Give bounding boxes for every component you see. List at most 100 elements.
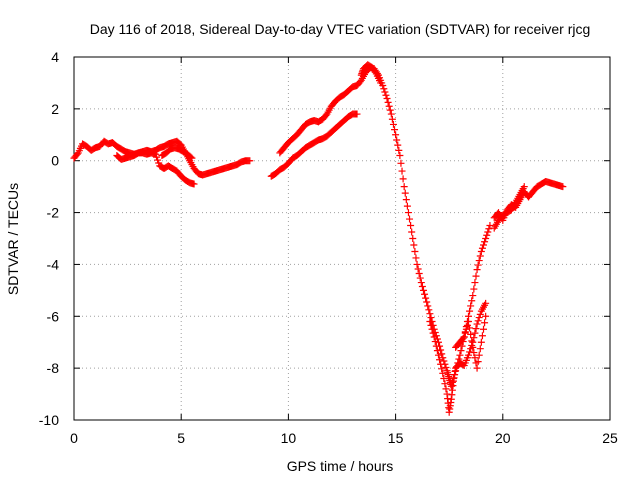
data-point — [424, 302, 432, 310]
data-point — [442, 385, 450, 393]
data-point — [440, 357, 448, 365]
data-point — [431, 338, 439, 346]
data-point — [475, 314, 483, 322]
x-tick-label: 10 — [281, 430, 297, 446]
data-point — [380, 85, 388, 93]
data-point — [461, 329, 469, 337]
data-point — [414, 265, 422, 273]
data-point — [475, 257, 483, 265]
x-tick-label: 5 — [177, 430, 185, 446]
data-point — [481, 319, 489, 327]
data-point — [456, 351, 464, 359]
data-point — [398, 167, 406, 175]
data-point — [520, 183, 528, 191]
data-point — [402, 196, 410, 204]
data-point — [477, 247, 485, 255]
data-point — [442, 363, 450, 371]
data-point — [469, 292, 477, 300]
data-point — [73, 150, 81, 158]
data-point — [486, 222, 494, 230]
data-point — [481, 238, 489, 246]
data-point — [407, 222, 415, 230]
data-point — [474, 317, 482, 325]
data-point — [417, 279, 425, 287]
data-point — [391, 126, 399, 134]
data-point — [246, 157, 254, 165]
data-point — [430, 333, 438, 341]
data-point — [471, 329, 479, 337]
data-point — [371, 68, 379, 76]
data-point — [482, 312, 490, 320]
data-point — [467, 302, 475, 310]
data-point — [559, 183, 567, 191]
data-point — [478, 244, 486, 252]
data-point — [409, 235, 417, 242]
series-track-3 — [158, 144, 196, 162]
data-point — [383, 94, 391, 102]
data-point — [401, 189, 409, 197]
data-point — [187, 153, 195, 161]
y-tick-label: -10 — [39, 412, 59, 428]
data-point — [421, 290, 429, 298]
x-tick-label: 15 — [388, 430, 404, 446]
y-tick-label: -6 — [47, 308, 60, 324]
tick-labels: 0 5 10 15 20 25 -10 -8 -6 -4 -2 0 2 4 — [39, 49, 618, 446]
data-point — [427, 321, 435, 329]
y-tick-label: -8 — [47, 360, 60, 376]
data-point — [482, 235, 490, 242]
series-track-8 — [452, 312, 490, 372]
data-point — [413, 260, 421, 268]
data-point — [416, 274, 424, 282]
data-point — [470, 349, 478, 357]
data-point — [471, 354, 479, 362]
data-point — [406, 215, 414, 223]
data-point — [389, 120, 397, 128]
data-point — [415, 270, 423, 278]
data-point — [427, 314, 435, 322]
grid-lines — [74, 57, 610, 420]
data-point — [438, 365, 446, 373]
data-point — [382, 91, 390, 99]
data-point — [395, 146, 403, 154]
series-track-2 — [113, 149, 198, 188]
x-tick-label: 0 — [70, 430, 78, 446]
data-point — [460, 333, 468, 341]
y-tick-label: 4 — [51, 49, 59, 65]
data-point — [478, 332, 486, 340]
data-point — [412, 254, 420, 262]
series-track-7 — [426, 299, 490, 416]
data-point — [475, 351, 483, 359]
data-point — [484, 228, 492, 236]
x-axis-label: GPS time / hours — [287, 458, 394, 474]
data-point — [474, 358, 482, 366]
data-marks — [70, 61, 567, 416]
y-tick-label: 2 — [51, 101, 59, 117]
data-point — [480, 325, 488, 333]
data-point — [476, 252, 484, 260]
data-point — [403, 202, 411, 210]
data-point — [423, 298, 431, 306]
data-point — [473, 364, 481, 372]
data-point — [476, 345, 484, 353]
data-point — [472, 325, 480, 333]
data-point — [466, 348, 474, 356]
data-point — [437, 346, 445, 354]
data-point — [388, 115, 396, 123]
chart-title: Day 116 of 2018, Sidereal Day-to-day VTE… — [90, 21, 591, 37]
y-tick-label: -2 — [47, 205, 60, 221]
data-point — [437, 360, 445, 368]
data-point — [394, 141, 402, 149]
data-point — [190, 180, 198, 188]
data-point — [439, 369, 447, 377]
data-point — [434, 351, 442, 359]
data-point — [485, 225, 493, 233]
data-point — [464, 317, 472, 325]
data-point — [467, 330, 475, 338]
data-point — [386, 106, 394, 114]
data-point — [422, 294, 430, 302]
data-point — [384, 98, 392, 106]
data-point — [426, 310, 434, 318]
data-point — [476, 310, 484, 318]
series-track-10 — [490, 183, 528, 232]
data-point — [396, 152, 404, 160]
